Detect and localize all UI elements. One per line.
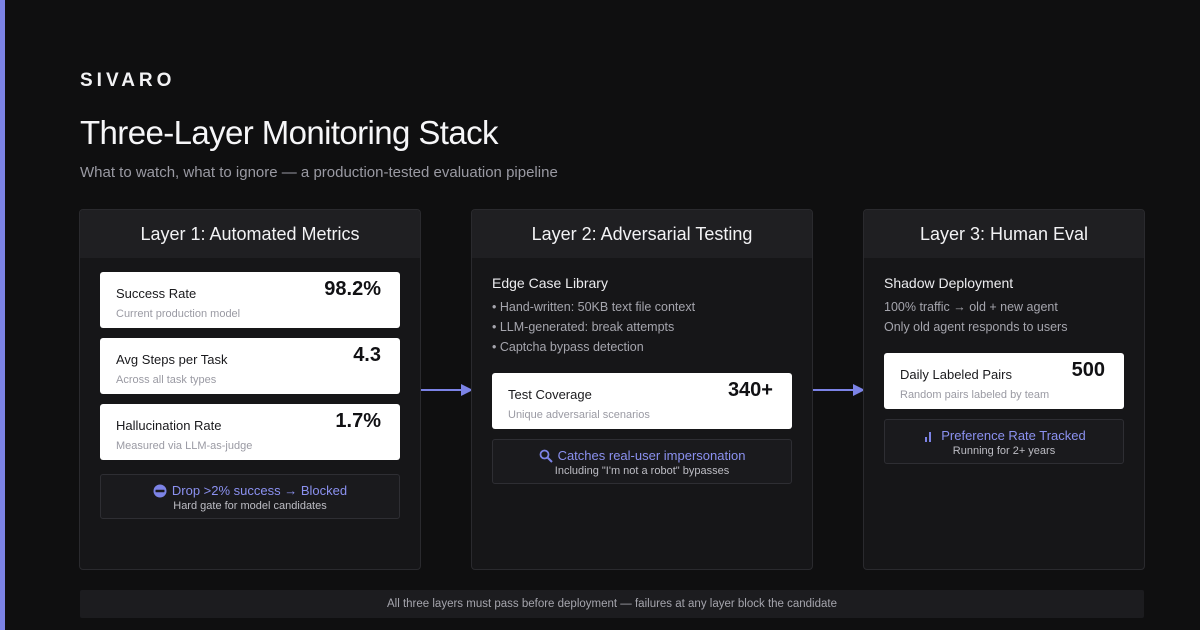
flow-arrow-icon (421, 384, 473, 396)
metric-label: Test Coverage (508, 387, 592, 402)
layer-2-heading: Layer 2: Adversarial Testing (472, 210, 812, 258)
accent-bar (0, 0, 5, 630)
metric-sub: Random pairs labeled by team (900, 389, 1050, 401)
gate-main: Drop >2% success → Blocked (101, 483, 399, 498)
metric-card-hallucination-rate: Hallucination Rate Measured via LLM-as-j… (100, 404, 400, 460)
metric-label: Daily Labeled Pairs (900, 367, 1013, 382)
info-line: Only old agent responds to users (884, 320, 1068, 334)
metric-value: 500 (1071, 359, 1105, 381)
info-line: 100% traffic → old + new agent (884, 300, 1058, 314)
section-title: Edge Case Library (492, 275, 608, 291)
flow-arrow-icon (813, 384, 865, 396)
metric-value: 1.7% (335, 410, 381, 432)
metric-sub: Measured via LLM-as-judge (116, 440, 253, 452)
layer-1-heading: Layer 1: Automated Metrics (80, 210, 420, 258)
gate-sub: Hard gate for model candidates (173, 500, 327, 512)
bar-chart-icon (925, 431, 932, 442)
callout-main-text: Preference Rate Tracked (941, 428, 1086, 443)
metric-card-avg-steps: Avg Steps per Task Across all task types… (100, 338, 400, 394)
list-item: • LLM-generated: break attempts (492, 320, 675, 334)
layer-1-panel: Layer 1: Automated Metrics Success Rate … (79, 209, 421, 570)
callout-sub: Including "I'm not a robot" bypasses (554, 465, 730, 477)
page-title: Three-Layer Monitoring Stack (80, 114, 498, 151)
layer-2-panel: Layer 2: Adversarial Testing Edge Case L… (471, 209, 813, 570)
callout-main: Preference Rate Tracked (885, 428, 1123, 443)
metric-value: 98.2% (324, 278, 381, 300)
magnifier-icon (539, 449, 553, 463)
metric-sub: Across all task types (116, 374, 217, 386)
layer-3-heading: Layer 3: Human Eval (864, 210, 1144, 258)
footer-note: All three layers must pass before deploy… (80, 590, 1144, 618)
layer-3-panel: Layer 3: Human Eval Shadow Deployment 10… (863, 209, 1145, 570)
bullet-list: • Hand-written: 50KB text file context •… (492, 297, 792, 357)
info-lines: 100% traffic → old + new agent Only old … (884, 297, 1124, 337)
metric-card-success-rate: Success Rate Current production model 98… (100, 272, 400, 328)
section-title: Shadow Deployment (884, 275, 1014, 291)
preference-callout: Preference Rate Tracked Running for 2+ y… (884, 419, 1124, 464)
brand-logo: SIVARO (80, 70, 176, 91)
metric-card-test-coverage: Test Coverage Unique adversarial scenari… (492, 373, 792, 429)
metric-label: Hallucination Rate (116, 418, 222, 433)
list-item: • Hand-written: 50KB text file context (492, 300, 696, 314)
metric-sub: Unique adversarial scenarios (508, 409, 650, 421)
callout-main-text: Catches real-user impersonation (557, 448, 746, 463)
gate-callout: Drop >2% success → Blocked Hard gate for… (100, 474, 400, 519)
metric-label: Success Rate (116, 286, 197, 301)
no-entry-icon (153, 484, 167, 497)
metric-value: 4.3 (353, 344, 381, 366)
metric-label: Avg Steps per Task (116, 352, 228, 367)
impersonation-callout: Catches real-user impersonation Includin… (492, 439, 792, 484)
list-item: • Captcha bypass detection (492, 340, 644, 354)
metric-value: 340+ (727, 379, 773, 401)
callout-sub: Running for 2+ years (952, 445, 1056, 457)
page-subtitle: What to watch, what to ignore — a produc… (80, 164, 558, 181)
metric-sub: Current production model (116, 308, 241, 320)
metric-card-daily-labeled-pairs: Daily Labeled Pairs Random pairs labeled… (884, 353, 1124, 409)
gate-main-text: Drop >2% success → Blocked (171, 483, 348, 498)
callout-main: Catches real-user impersonation (493, 448, 791, 463)
